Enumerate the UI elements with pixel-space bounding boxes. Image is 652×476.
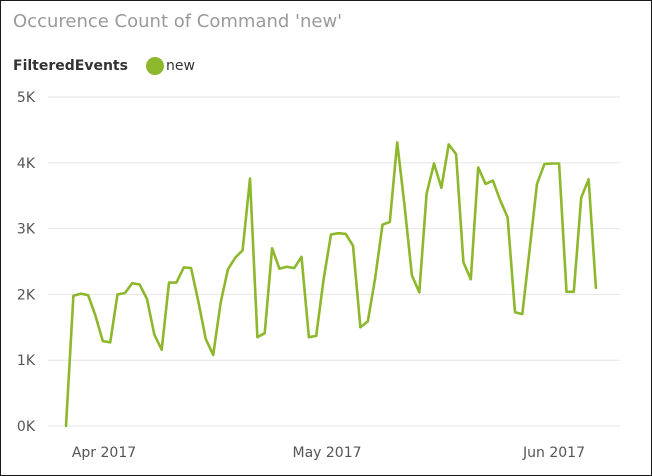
y-tick-label: 2K xyxy=(17,287,36,303)
legend: FilteredEvents new xyxy=(13,56,195,76)
x-tick-label: May 2017 xyxy=(292,445,361,461)
series-layer xyxy=(64,141,598,428)
y-tick-label: 0K xyxy=(17,419,36,435)
x-tick-label: Jun 2017 xyxy=(522,445,585,461)
y-tick-label: 1K xyxy=(17,353,36,369)
grid-lines xyxy=(48,96,620,427)
x-axis-ticks: Apr 2017 May 2017 Jun 2017 xyxy=(72,445,585,461)
y-tick-label: 3K xyxy=(17,222,36,238)
legend-title: FilteredEvents xyxy=(13,58,128,74)
series-line-new[interactable] xyxy=(64,141,598,428)
legend-label-new[interactable]: new xyxy=(165,58,195,74)
y-tick-label: 4K xyxy=(17,156,36,172)
x-tick-label: Apr 2017 xyxy=(72,445,136,461)
y-tick-label: 5K xyxy=(17,90,36,106)
legend-marker-new[interactable] xyxy=(145,57,164,75)
chart-title: Occurence Count of Command 'new' xyxy=(13,11,343,32)
y-axis-ticks: 0K 1K 2K 3K 4K 5K xyxy=(17,90,36,435)
